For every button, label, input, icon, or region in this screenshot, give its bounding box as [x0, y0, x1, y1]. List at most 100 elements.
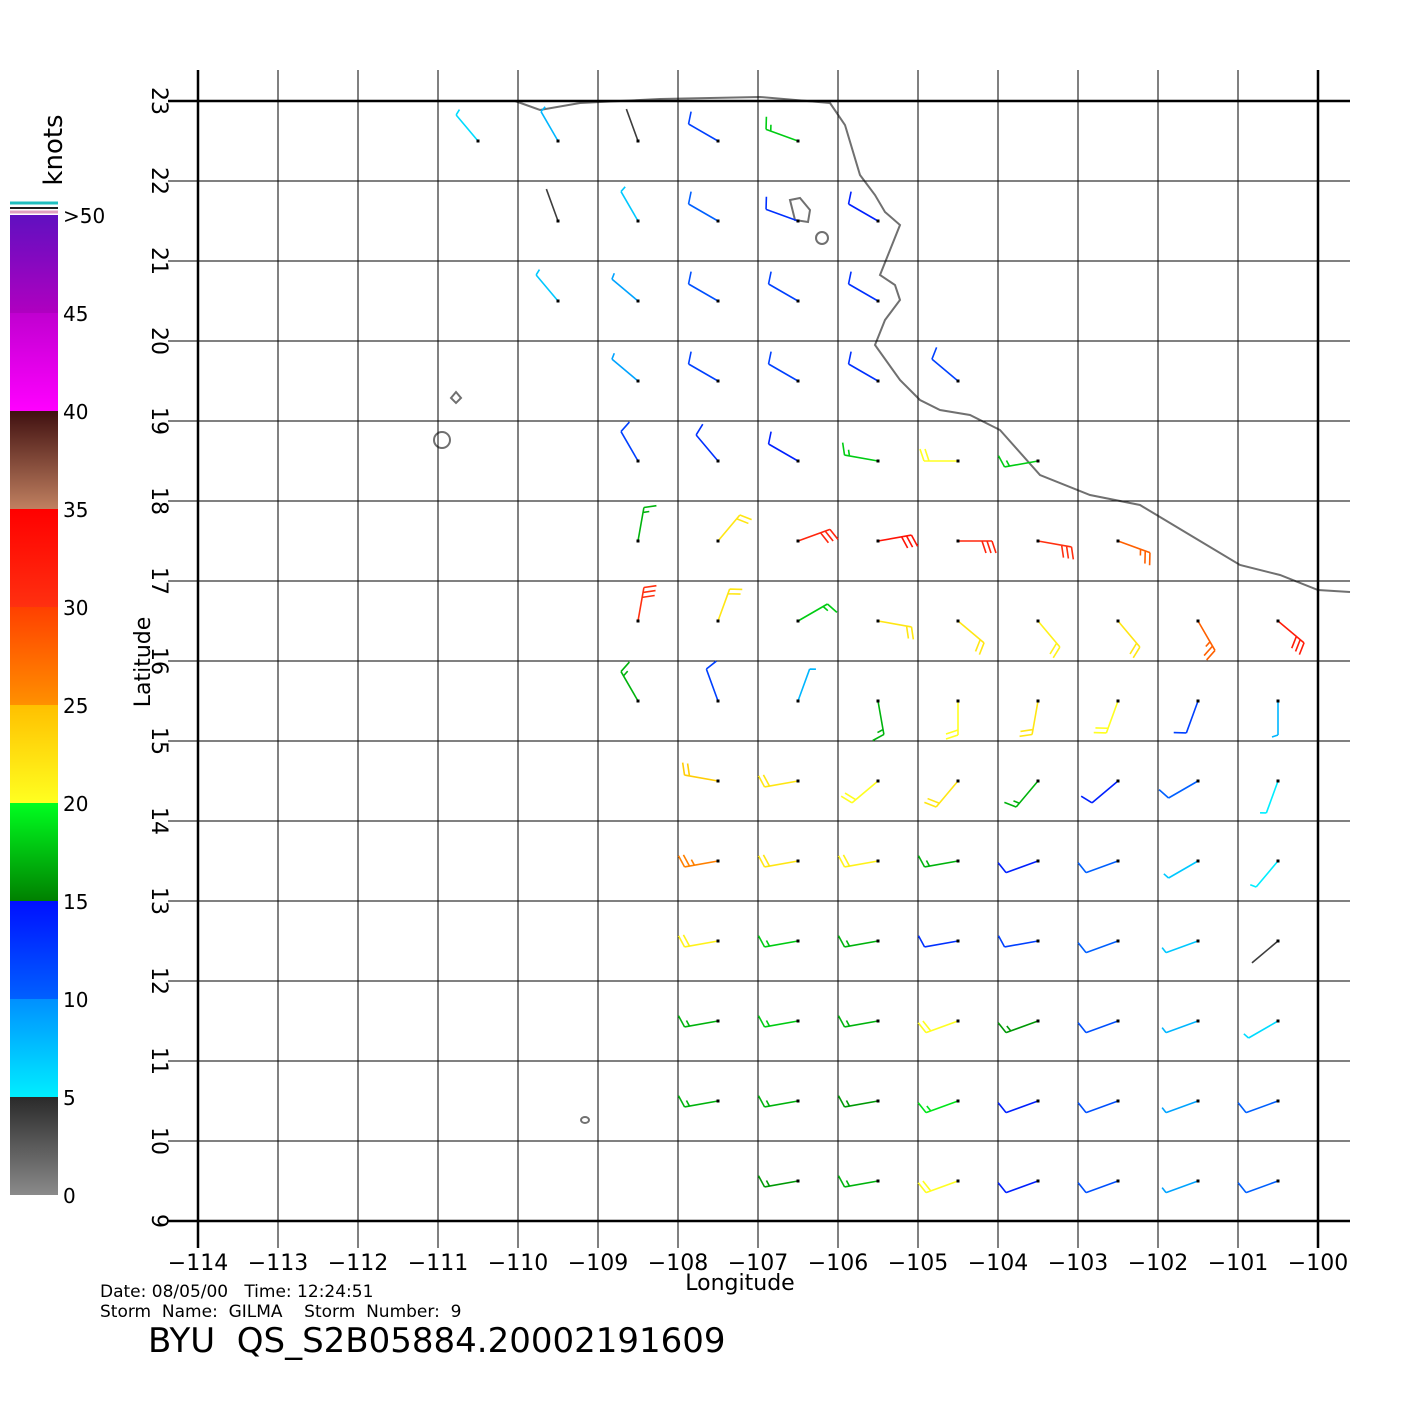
x-tick-label: −107: [728, 1251, 788, 1276]
wind-barb: [757, 1095, 799, 1108]
barb-dot: [956, 859, 960, 863]
barb-dot: [636, 699, 640, 703]
wind-barb: [997, 935, 1039, 948]
y-tick-label: 19: [146, 407, 171, 435]
barb-dot: [796, 699, 800, 703]
barb-dot: [796, 539, 800, 543]
wind-barb: [677, 934, 719, 948]
wind-barb: [877, 620, 915, 640]
barb-dot: [1036, 459, 1040, 463]
barb-dot: [876, 459, 880, 463]
barb-dot: [876, 1179, 880, 1183]
wind-barb: [847, 351, 879, 382]
wind-barb: [997, 455, 1039, 468]
barb-dot: [636, 219, 640, 223]
wind-barb: [997, 1020, 1039, 1034]
wind-barb: [837, 935, 879, 948]
colorbar-label: knots: [39, 114, 69, 185]
x-tick-label: −102: [1128, 1251, 1188, 1276]
wind-barb: [625, 108, 639, 142]
barb-dot: [796, 219, 800, 223]
wind-barb: [1037, 620, 1061, 659]
barb-dot: [1036, 699, 1040, 703]
barb-dot: [1116, 1019, 1120, 1023]
wind-barb: [837, 1015, 879, 1028]
barb-dot: [956, 939, 960, 943]
barb-dot: [1036, 619, 1040, 623]
y-tick-label: 15: [146, 727, 171, 755]
barb-dot: [636, 299, 640, 303]
wind-barb: [847, 271, 879, 302]
x-tick-label: −103: [1048, 1251, 1108, 1276]
barb-dot: [716, 779, 720, 783]
barb-dot: [796, 299, 800, 303]
colorbar-segment: [10, 509, 58, 607]
barb-dot: [716, 859, 720, 863]
wind-barb: [1077, 1020, 1119, 1034]
colorbar-segment: [10, 607, 58, 705]
wind-barb: [1077, 1180, 1119, 1194]
barb-dot: [796, 1019, 800, 1023]
barb-dot: [796, 1179, 800, 1183]
barb-dot: [1196, 1099, 1200, 1103]
barb-dot: [1276, 1179, 1280, 1183]
wind-barb: [620, 186, 639, 222]
barb-dot: [1036, 939, 1040, 943]
wind-barb: [687, 191, 719, 222]
barb-dot: [716, 939, 720, 943]
y-tick-label: 23: [146, 87, 171, 115]
barb-dot: [876, 779, 880, 783]
colorbar-cap: [10, 201, 58, 214]
colorbar-tick-label: 20: [63, 792, 88, 816]
wind-barb: [677, 1095, 719, 1108]
wind-barb: [757, 854, 799, 868]
wind-barb: [840, 780, 879, 804]
barb-dot: [1196, 1019, 1200, 1023]
colorbar-tick-label: >50: [63, 204, 105, 228]
wind-barb: [757, 1015, 799, 1028]
colorbar-tick-label: 40: [63, 400, 88, 424]
colorbar-tick-label: 15: [63, 890, 88, 914]
colorbar-segment: [10, 999, 58, 1097]
wind-barb: [620, 661, 639, 702]
x-axis-label: Longitude: [685, 1271, 794, 1296]
wind-barb: [1173, 700, 1199, 734]
x-tick-label: −114: [168, 1251, 228, 1276]
colorbar-tick-label: 25: [63, 694, 88, 718]
barb-dot: [556, 299, 560, 303]
wind-barb: [765, 196, 799, 222]
x-tick-label: −113: [248, 1251, 308, 1276]
barb-dot: [956, 1099, 960, 1103]
wind-barb: [757, 774, 799, 788]
barb-dot: [1116, 939, 1120, 943]
wind-barb: [611, 272, 639, 302]
barb-dot: [716, 299, 720, 303]
barb-dot: [1196, 779, 1200, 783]
barb-dot: [796, 619, 800, 623]
barb-dot: [1276, 939, 1280, 943]
barb-dot: [636, 459, 640, 463]
wind-barb: [997, 860, 1039, 874]
barb-dot: [716, 459, 720, 463]
wind-barb: [620, 421, 639, 462]
x-tick-label: −109: [568, 1251, 628, 1276]
barb-dot: [876, 1099, 880, 1103]
barb-dot: [796, 939, 800, 943]
y-tick-label: 9: [146, 1214, 171, 1228]
y-tick-label: 13: [146, 887, 171, 915]
wind-barb: [1243, 1020, 1279, 1039]
wind-barb: [687, 111, 719, 142]
barb-dot: [1116, 699, 1120, 703]
y-tick-label: 21: [146, 247, 171, 275]
wind-barb: [717, 588, 743, 622]
barb-dot: [1196, 1179, 1200, 1183]
wind-barb: [917, 855, 959, 868]
wind-barb: [1161, 1180, 1199, 1194]
barb-dot: [796, 859, 800, 863]
barb-dot: [876, 379, 880, 383]
wind-barb: [705, 660, 719, 702]
wind-barb: [1117, 620, 1141, 659]
x-tick-label: −104: [968, 1251, 1028, 1276]
wind-barb: [1004, 780, 1039, 808]
